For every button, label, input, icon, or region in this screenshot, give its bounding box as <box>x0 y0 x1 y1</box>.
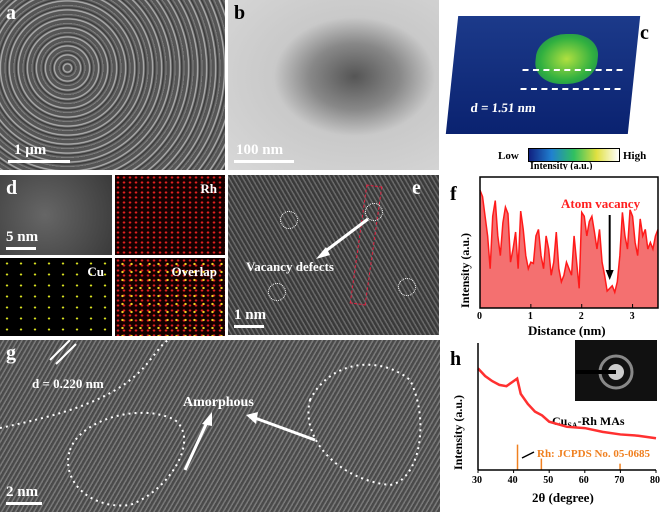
colorbar-title: Intensity (a.u.) <box>530 161 593 170</box>
vacancy-circle <box>268 283 286 301</box>
x-axis-label: 2θ (degree) <box>532 490 594 505</box>
d-spacing-label: d = 0.220 nm <box>32 376 104 391</box>
x-axis-label: Distance (nm) <box>528 323 606 338</box>
x-tick-label: 70 <box>614 475 624 486</box>
scale-bar-label: 1 nm <box>234 307 267 323</box>
rh-map: Rh <box>115 175 225 255</box>
x-tick-label: 50 <box>543 475 553 486</box>
scale-bar <box>6 502 42 505</box>
haadf-image: d 5 nm <box>0 175 112 255</box>
xrd-chart: h CuSA-Rh MAs Rh: JCPDS No. 05-0685 Inte… <box>450 340 660 505</box>
y-axis-label: Intensity (a.u.) <box>458 233 472 308</box>
amorphous-outlines <box>0 340 422 507</box>
line-profile-bottom <box>520 88 621 90</box>
reference-label: Rh: JCPDS No. 05-0685 <box>537 448 651 460</box>
scale-bar <box>234 325 264 328</box>
panel-label-f: f <box>450 183 457 205</box>
scale-bar-label: 5 nm <box>6 229 39 245</box>
x-tick-label: 30 <box>472 475 482 486</box>
vacancy-arrow-head <box>605 270 614 280</box>
arrow-icon <box>316 217 369 259</box>
vacancy-circle <box>398 278 416 296</box>
distance-label: d = 1.51 nm <box>469 100 537 115</box>
cu-map-label: Cu <box>87 264 104 279</box>
atom-cluster <box>533 34 601 84</box>
scale-bar-label: 100 nm <box>236 142 284 158</box>
panel-label-e: e <box>412 177 421 199</box>
x-tick-label: 3 <box>630 311 635 322</box>
line-profile-top <box>522 69 623 71</box>
y-axis-label: Intensity (a.u.) <box>451 395 465 470</box>
hrtem-panel-e: e Vacancy defects 1 nm <box>228 175 439 335</box>
3d-intensity-panel-c: c d = 1.51 nm Low High Intensity (a.u.) <box>440 0 667 170</box>
scale-bar <box>234 160 294 163</box>
x-tick-label: 60 <box>579 475 589 486</box>
scale-bar-label: 1 μm <box>14 142 47 158</box>
colorbar-high-label: High <box>623 150 647 162</box>
vacancy-defects-label: Vacancy defects <box>246 259 334 274</box>
x-tick-label: 40 <box>508 475 518 486</box>
x-tick-label: 0 <box>477 311 482 322</box>
intensity-map: d = 1.51 nm <box>445 16 641 134</box>
amorphous-label: Amorphous <box>183 395 254 410</box>
scale-bar-label: 2 nm <box>6 484 39 500</box>
panel-label-d: d <box>6 177 18 199</box>
sem-image-panel-a: a 1 μm <box>0 0 225 170</box>
x-tick-label: 80 <box>650 475 660 486</box>
overlap-map: Overlap <box>115 258 225 336</box>
x-tick-label: 2 <box>579 311 584 322</box>
cu-map: Cu <box>0 258 112 336</box>
panel-label-a: a <box>6 2 16 24</box>
profile-line <box>479 189 659 295</box>
xrd-line <box>477 367 657 440</box>
plot-frame <box>479 176 659 309</box>
panel-label-g: g <box>6 342 16 364</box>
tem-image-panel-b: b 100 nm <box>228 0 439 170</box>
vacancy-circle <box>365 203 383 221</box>
panel-label-h: h <box>450 348 461 370</box>
scale-bar <box>8 160 70 163</box>
profile-area <box>480 190 658 308</box>
atom-vacancy-label: Atom vacancy <box>561 196 641 211</box>
scale-bar <box>6 247 36 250</box>
colorbar-low-label: Low <box>498 150 519 162</box>
panel-label-b: b <box>234 2 246 24</box>
panel-label-c: c <box>640 22 649 44</box>
vacancy-circle <box>280 211 298 229</box>
hrtem-panel-g: g d = 0.220 nm Amorphous 2 nm <box>0 340 440 512</box>
colorbar <box>528 148 620 162</box>
overlap-map-label: Overlap <box>171 264 218 279</box>
line-profile-chart: f Atom vacancy Intensity (a.u.) Distance… <box>450 176 659 338</box>
x-tick-label: 1 <box>528 311 533 322</box>
rh-map-label: Rh <box>200 181 217 196</box>
